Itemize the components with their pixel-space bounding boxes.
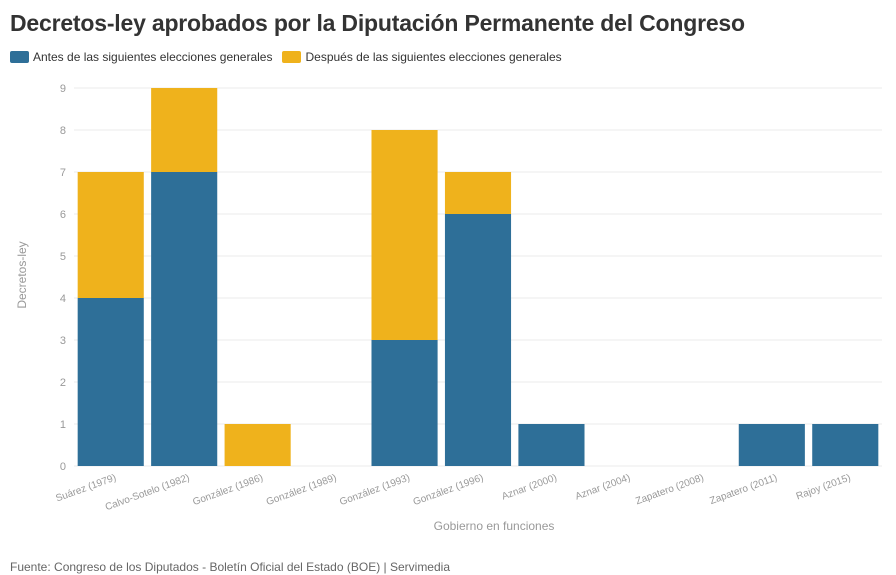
x-tick-label: Aznar (2000) [500,472,558,502]
x-tick-label: Zapatero (2008) [634,472,705,507]
bar-before [518,424,585,466]
y-tick-label: 3 [60,335,66,347]
chart-title: Decretos-ley aprobados por la Diputación… [10,10,745,36]
bar-before [77,298,144,466]
source-note: Fuente: Congreso de los Diputados - Bole… [10,560,450,574]
bar-before [812,424,879,466]
bar-after [224,424,291,466]
x-axis-title: Gobierno en funciones [434,519,555,533]
legend-item-after[interactable]: Después de las siguientes elecciones gen… [282,50,562,64]
legend-label-before: Antes de las siguientes elecciones gener… [33,50,273,64]
legend-swatch-before [10,51,29,63]
x-tick-label: Rajoy (2015) [795,472,853,502]
y-tick-label: 1 [60,419,66,431]
legend-label-after: Después de las siguientes elecciones gen… [305,50,562,64]
x-tick-label: González (1993) [338,472,411,508]
x-tick-label: Suárez (1979) [54,472,117,504]
y-tick-label: 4 [60,293,66,305]
y-tick-label: 8 [60,125,66,137]
chart-legend: Antes de las siguientes elecciones gener… [10,50,572,64]
x-tick-label: Aznar (2004) [574,472,632,502]
bar-before [444,214,512,466]
x-tick-label: González (1986) [191,472,264,508]
y-axis-title: Decretos-ley [15,241,29,308]
bar-after [151,88,218,172]
y-tick-label: 0 [60,461,66,473]
x-tick-label: Calvo-Sotelo (1982) [104,472,191,513]
bar-before [738,424,805,466]
y-tick-label: 5 [60,251,66,263]
legend-item-before[interactable]: Antes de las siguientes elecciones gener… [10,50,272,64]
x-tick-label: González (1989) [265,472,338,508]
y-tick-label: 7 [60,167,66,179]
bar-after [444,172,512,214]
bar-before [151,172,218,466]
bar-after [77,172,144,298]
x-tick-label: González (1996) [412,472,485,508]
x-tick-label: Zapatero (2011) [708,472,778,507]
y-tick-label: 2 [60,377,66,389]
y-tick-label: 6 [60,209,66,221]
legend-swatch-after [282,51,302,63]
bar-before [371,340,438,466]
y-tick-label: 9 [60,83,66,95]
bar-after [371,130,438,340]
